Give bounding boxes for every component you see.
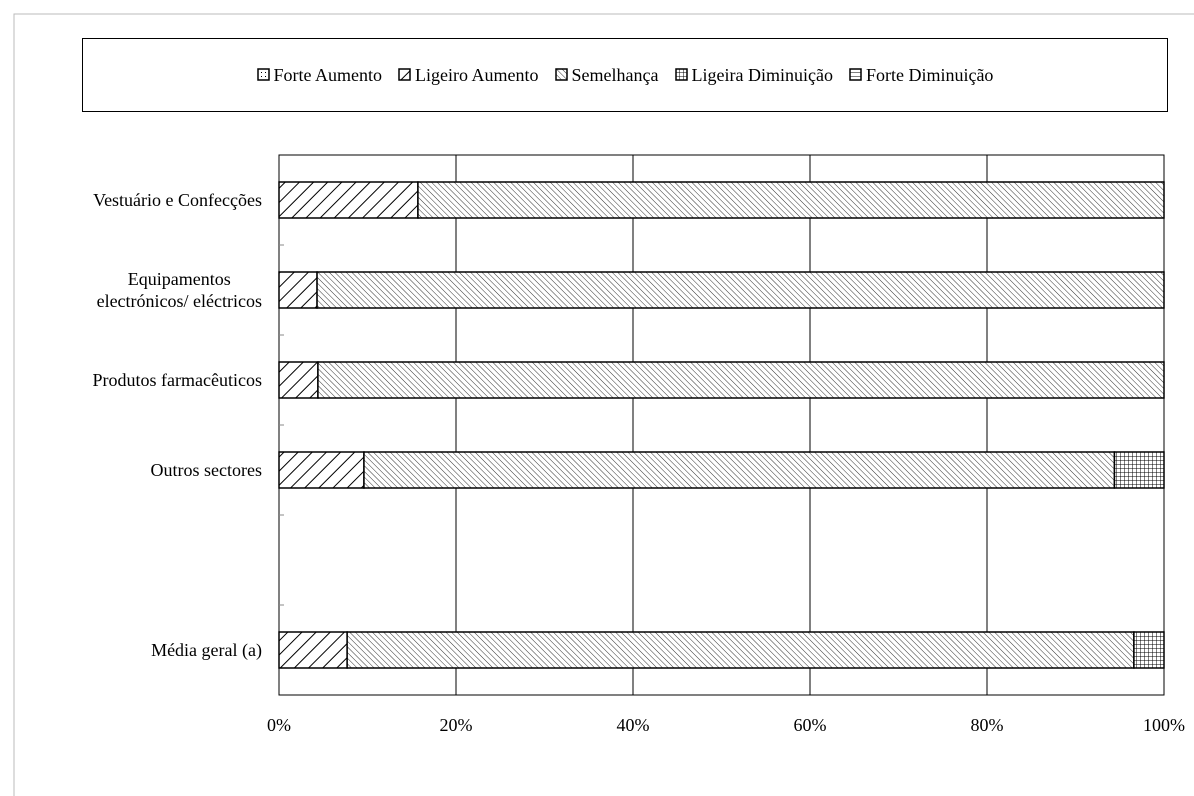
legend-swatch xyxy=(554,68,568,81)
legend-swatch xyxy=(674,68,688,81)
legend-item: Ligeiro Aumento xyxy=(398,64,539,86)
bar-segment xyxy=(278,271,318,309)
legend: Forte Aumento Ligeiro Aumento Semelhança Li… xyxy=(82,38,1168,112)
bar-segment xyxy=(278,631,348,669)
bar-segment xyxy=(316,271,1165,309)
y-tick-label: Equipamentos electrónicos/ eléctricos xyxy=(96,269,262,311)
legend-item: Forte Aumento xyxy=(256,64,383,86)
legend-label: Semelhança xyxy=(571,64,659,85)
bar-segment xyxy=(417,181,1165,219)
y-tick-label: Média geral (a) xyxy=(151,640,262,660)
legend-label: Forte Diminuição xyxy=(865,64,994,85)
bar-segment xyxy=(317,361,1165,399)
x-tick-label: 60% xyxy=(794,715,827,735)
bar-segment xyxy=(346,631,1135,669)
legend-swatch xyxy=(256,68,270,81)
x-tick-label: 100% xyxy=(1143,715,1185,735)
x-tick-label: 40% xyxy=(617,715,650,735)
legend-swatch xyxy=(849,68,862,81)
y-tick-label: Outros sectores xyxy=(150,460,262,480)
legend-swatch-rect xyxy=(554,68,568,81)
legend-item: Semelhança xyxy=(554,64,659,86)
legend-item: Ligeira Diminuição xyxy=(674,64,833,86)
legend-swatch-rect xyxy=(674,68,688,81)
y-tick-label: Produtos farmacêuticos xyxy=(92,370,262,390)
bar-segment xyxy=(278,181,419,219)
x-tick-label: 0% xyxy=(267,715,291,735)
y-tick-label: Vestuário e Confecções xyxy=(93,190,262,210)
plot-area xyxy=(278,154,1165,696)
legend-item: Forte Diminuição xyxy=(849,65,993,86)
x-tick-label: 80% xyxy=(971,715,1004,735)
legend-label: Ligeira Diminuição xyxy=(691,64,833,85)
bar-segment xyxy=(1133,631,1165,669)
legend-label: Forte Aumento xyxy=(273,64,383,85)
bar-segment xyxy=(278,451,365,489)
legend-swatch-rect xyxy=(256,68,270,81)
bar-segment xyxy=(363,451,1116,489)
x-tick-label: 20% xyxy=(440,715,473,735)
bar-segment xyxy=(1113,451,1165,489)
frame xyxy=(13,13,1194,796)
legend-swatch-rect xyxy=(398,68,411,81)
bar-segment xyxy=(278,361,319,399)
legend-swatch-rect xyxy=(849,68,862,81)
legend-label: Ligeiro Aumento xyxy=(415,64,539,85)
legend-swatch xyxy=(398,68,411,81)
